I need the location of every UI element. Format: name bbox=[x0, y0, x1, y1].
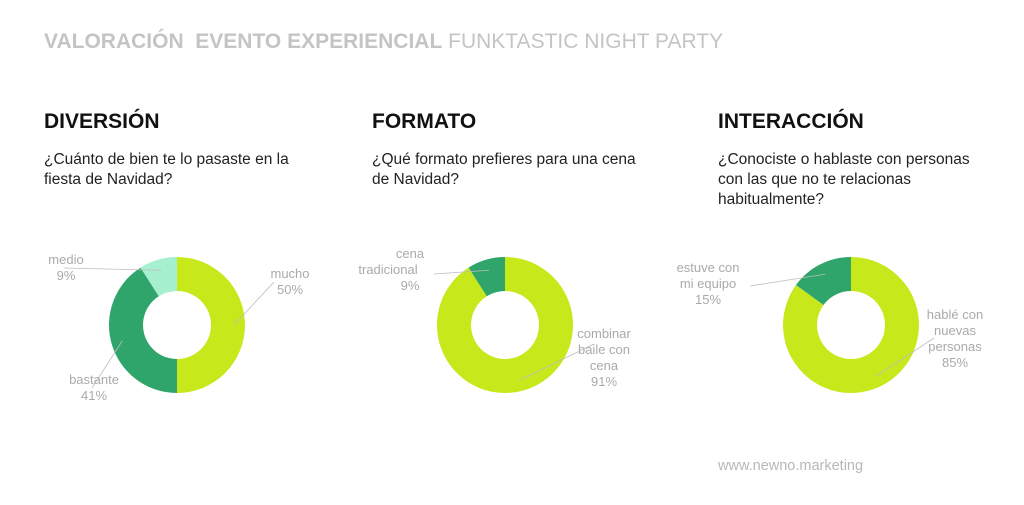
donut-slice-cena-tradicional bbox=[468, 257, 505, 297]
slice-label-tradicional-2: tradicional bbox=[358, 262, 417, 277]
slice-label-nuevas-3: personas bbox=[928, 339, 982, 354]
chart-question: ¿Cuánto de bien te lo pasaste en la fies… bbox=[44, 151, 289, 188]
slice-value-equipo: 15% bbox=[695, 292, 721, 307]
donut-slice-medio bbox=[140, 257, 177, 297]
slice-value-combinar: 91% bbox=[591, 374, 617, 389]
chart-title: INTERACCIÓN bbox=[718, 110, 864, 133]
slice-label-bastante: bastante bbox=[69, 372, 119, 387]
donut-chart: hablé con nuevas personas 85% estuve con… bbox=[677, 257, 983, 393]
slice-label-equipo-1: estuve con bbox=[677, 260, 740, 275]
chart-panel-formato: FORMATO ¿Qué formato prefieres para una … bbox=[358, 110, 682, 440]
leader-line-combinar-baile-con-cena bbox=[520, 343, 595, 381]
slice-label-nuevas-2: nuevas bbox=[934, 323, 976, 338]
chart-title: DIVERSIÓN bbox=[44, 110, 160, 133]
donut-chart: mucho 50% bastante 41% medio 9% bbox=[48, 252, 309, 403]
chart-title: FORMATO bbox=[372, 110, 477, 133]
slice-label-combinar-2: baile con bbox=[578, 342, 630, 357]
slice-label-medio: medio bbox=[48, 252, 83, 267]
chart-panel-diversion: DIVERSIÓN ¿Cuánto de bien te lo pasaste … bbox=[44, 110, 354, 440]
slice-value-bastante: 41% bbox=[81, 388, 107, 403]
leader-line-mucho bbox=[233, 281, 275, 326]
leader-line-hable-con-nuevas-personas bbox=[876, 337, 935, 377]
slice-value-medio: 9% bbox=[57, 268, 76, 283]
donut-slice-mucho bbox=[177, 257, 245, 393]
leader-line-bastante bbox=[91, 340, 123, 389]
slice-label-mucho: mucho bbox=[270, 266, 309, 281]
page-header: VALORACIÓN EVENTO EXPERIENCIAL FUNKTASTI… bbox=[44, 30, 723, 54]
slice-value-tradicional: 9% bbox=[401, 278, 420, 293]
donut-slice-combinar-baile-con-cena bbox=[437, 257, 573, 393]
leader-line-cena-tradicional bbox=[433, 269, 490, 275]
leader-line-estuve-con-mi-equipo bbox=[749, 273, 826, 287]
slice-label-tradicional-1: cena bbox=[396, 246, 425, 261]
slice-label-combinar-3: cena bbox=[590, 358, 619, 373]
slice-value-mucho: 50% bbox=[277, 282, 303, 297]
donut-slice-estuve-con-mi-equipo bbox=[795, 257, 851, 306]
donut-chart: combinar baile con cena 91% cena tradici… bbox=[358, 246, 631, 393]
chart-question: ¿Qué formato prefieres para una cena de … bbox=[372, 151, 636, 188]
slice-label-nuevas-1: hablé con bbox=[927, 307, 983, 322]
chart-panel-interaccion: INTERACCIÓN ¿Conociste o hablaste con pe… bbox=[677, 110, 1024, 440]
chart-question: ¿Conociste o hablaste con personas con l… bbox=[718, 151, 970, 208]
slice-label-equipo-2: mi equipo bbox=[680, 276, 736, 291]
donut-slice-hable-con-nuevas-personas bbox=[783, 257, 919, 393]
header-title-part2: EVENTO EXPERIENCIAL bbox=[195, 30, 443, 53]
header-title-part1: VALORACIÓN bbox=[44, 30, 184, 53]
header-title-part3: FUNKTASTIC NIGHT PARTY bbox=[448, 30, 724, 53]
footer-url: www.newno.marketing bbox=[718, 458, 864, 474]
leader-line-medio bbox=[63, 267, 162, 271]
slice-label-combinar-1: combinar bbox=[577, 326, 631, 341]
slice-value-nuevas: 85% bbox=[942, 355, 968, 370]
donut-slice-bastante bbox=[109, 267, 177, 393]
